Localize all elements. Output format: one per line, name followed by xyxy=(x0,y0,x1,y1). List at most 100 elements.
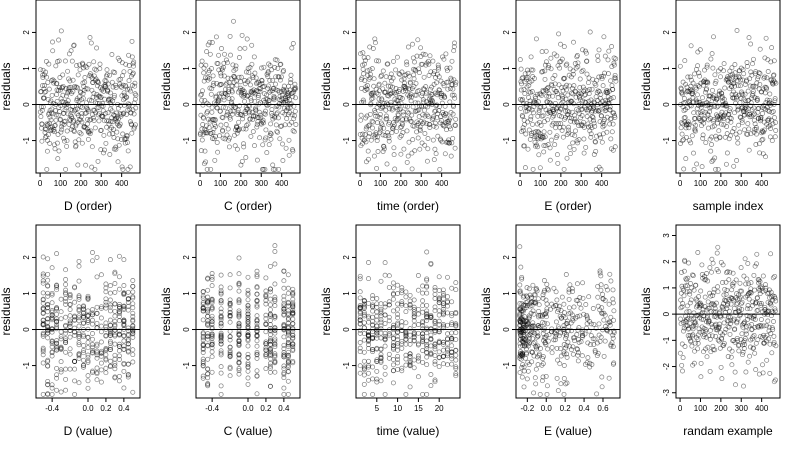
data-point xyxy=(600,291,605,297)
data-point xyxy=(104,72,110,78)
data-point xyxy=(445,120,451,126)
data-point xyxy=(767,341,773,347)
data-point xyxy=(742,336,748,341)
x-tick-label: 400 xyxy=(435,179,449,188)
data-point xyxy=(679,341,685,347)
data-point xyxy=(217,108,223,114)
data-point xyxy=(285,317,291,323)
data-point xyxy=(403,294,409,300)
data-point xyxy=(764,75,770,81)
data-point xyxy=(281,352,287,358)
data-point xyxy=(731,80,737,86)
data-point xyxy=(745,359,751,365)
data-point xyxy=(266,61,272,67)
data-point xyxy=(103,110,109,116)
data-point xyxy=(54,251,60,257)
data-point xyxy=(73,143,79,149)
data-point xyxy=(273,87,279,93)
data-point xyxy=(729,362,735,368)
data-point xyxy=(521,368,527,374)
plot-frame xyxy=(355,224,461,399)
data-point xyxy=(517,370,523,375)
data-point xyxy=(715,244,721,250)
data-point xyxy=(399,285,405,291)
data-point xyxy=(107,308,113,314)
data-point xyxy=(702,294,708,300)
data-point xyxy=(395,315,401,321)
data-point xyxy=(698,104,704,110)
data-point xyxy=(420,290,426,296)
data-point xyxy=(713,333,719,339)
data-point xyxy=(357,289,363,295)
data-point xyxy=(285,358,291,364)
data-point xyxy=(610,361,616,367)
data-point xyxy=(755,337,761,343)
data-point xyxy=(538,346,543,351)
data-point xyxy=(445,346,450,351)
data-point xyxy=(430,58,436,64)
data-point xyxy=(772,306,778,312)
data-point xyxy=(410,41,415,47)
data-point xyxy=(536,129,542,135)
data-point xyxy=(267,369,273,375)
data-point xyxy=(203,159,209,165)
data-point xyxy=(96,118,102,124)
data-point xyxy=(53,81,59,87)
data-point xyxy=(523,355,528,361)
data-point xyxy=(46,61,52,67)
data-point xyxy=(267,363,273,369)
data-point xyxy=(580,67,586,73)
data-point xyxy=(440,361,446,367)
data-point xyxy=(200,331,206,337)
data-point xyxy=(558,381,564,387)
data-point xyxy=(370,364,376,370)
data-point xyxy=(238,74,244,80)
data-point xyxy=(218,284,224,290)
data-point xyxy=(76,333,82,339)
data-point xyxy=(41,95,47,101)
data-point xyxy=(126,78,132,84)
data-point xyxy=(427,53,433,59)
data-point xyxy=(446,117,452,123)
data-point xyxy=(415,330,421,336)
data-point xyxy=(721,116,727,122)
data-point xyxy=(570,344,576,350)
data-point xyxy=(374,313,380,319)
data-point xyxy=(67,307,73,312)
data-point xyxy=(127,164,133,170)
data-point xyxy=(602,338,608,344)
data-point xyxy=(521,384,527,390)
x-tick-label: 100 xyxy=(214,179,228,188)
data-point xyxy=(236,298,242,304)
y-tick-label: 1 xyxy=(182,66,191,71)
data-point xyxy=(768,251,774,257)
data-point xyxy=(399,96,405,101)
data-point xyxy=(557,313,563,319)
data-point xyxy=(62,138,67,144)
data-point xyxy=(687,74,693,80)
data-point xyxy=(720,113,726,119)
data-point xyxy=(101,150,106,156)
data-point xyxy=(262,166,268,172)
data-point xyxy=(268,136,274,142)
data-point xyxy=(559,294,565,300)
data-point xyxy=(700,95,705,101)
data-point xyxy=(267,289,273,295)
data-point xyxy=(79,111,85,117)
data-point xyxy=(745,131,751,137)
data-point xyxy=(361,337,367,343)
data-point xyxy=(54,284,60,290)
data-point xyxy=(563,87,569,93)
data-point xyxy=(757,291,763,297)
data-point xyxy=(561,44,567,50)
data-point xyxy=(695,250,701,255)
data-point xyxy=(236,332,242,338)
data-point xyxy=(590,115,596,121)
data-point xyxy=(380,68,386,74)
data-point xyxy=(716,325,722,331)
data-point xyxy=(579,353,585,359)
data-point xyxy=(218,315,224,321)
data-point xyxy=(227,116,233,122)
data-point xyxy=(428,372,434,377)
data-point xyxy=(415,322,421,327)
